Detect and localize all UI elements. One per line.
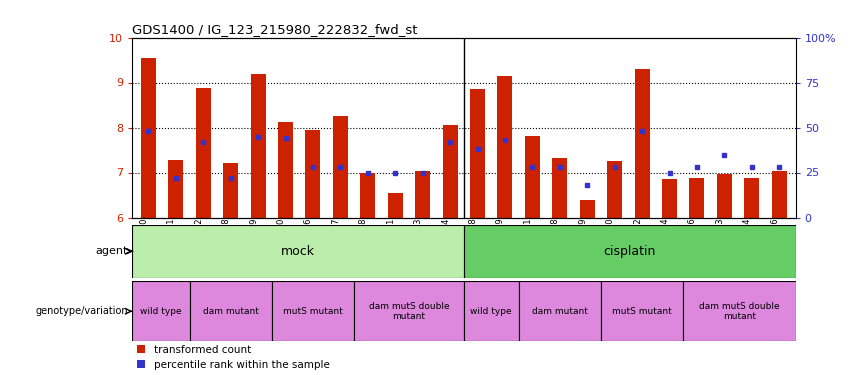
Text: dam mutS double
mutant: dam mutS double mutant — [368, 302, 449, 321]
Bar — [190, 281, 271, 341]
Bar — [278, 122, 293, 218]
Text: mutS mutant: mutS mutant — [612, 307, 672, 316]
Bar — [464, 281, 518, 341]
Bar — [271, 281, 354, 341]
Bar — [552, 158, 568, 218]
Bar — [223, 163, 238, 218]
Bar — [497, 76, 512, 217]
Bar — [717, 174, 732, 217]
Bar — [607, 161, 622, 218]
Text: cisplatin: cisplatin — [603, 245, 656, 258]
Bar — [689, 178, 705, 218]
Bar — [443, 125, 458, 218]
Bar — [518, 281, 601, 341]
Bar — [306, 130, 321, 218]
Bar — [683, 281, 796, 341]
Text: dam mutant: dam mutant — [532, 307, 588, 316]
Bar — [580, 200, 595, 217]
Text: dam mutS double
mutant: dam mutS double mutant — [700, 302, 780, 321]
Bar — [772, 171, 787, 217]
Bar — [333, 116, 348, 218]
Text: wild type: wild type — [471, 307, 512, 316]
Bar — [415, 171, 431, 217]
Bar — [388, 193, 403, 217]
Bar — [601, 281, 683, 341]
Text: mock: mock — [281, 245, 315, 258]
Text: mutS mutant: mutS mutant — [283, 307, 343, 316]
Text: GDS1400 / IG_123_215980_222832_fwd_st: GDS1400 / IG_123_215980_222832_fwd_st — [132, 23, 417, 36]
Bar — [132, 281, 190, 341]
Text: genotype/variation: genotype/variation — [35, 306, 128, 316]
Bar — [140, 58, 156, 217]
Legend: transformed count, percentile rank within the sample: transformed count, percentile rank withi… — [137, 345, 329, 370]
Text: dam mutant: dam mutant — [203, 307, 259, 316]
Bar — [196, 88, 211, 218]
Bar — [360, 173, 375, 217]
Text: agent: agent — [95, 246, 128, 256]
Text: wild type: wild type — [140, 307, 181, 316]
Bar — [662, 179, 677, 218]
Bar — [250, 74, 266, 217]
Bar — [745, 178, 759, 218]
Bar — [464, 225, 796, 278]
Bar — [168, 160, 183, 218]
Bar — [635, 69, 649, 218]
Bar — [525, 136, 540, 218]
Bar — [132, 225, 464, 278]
Bar — [470, 89, 485, 218]
Bar — [354, 281, 464, 341]
